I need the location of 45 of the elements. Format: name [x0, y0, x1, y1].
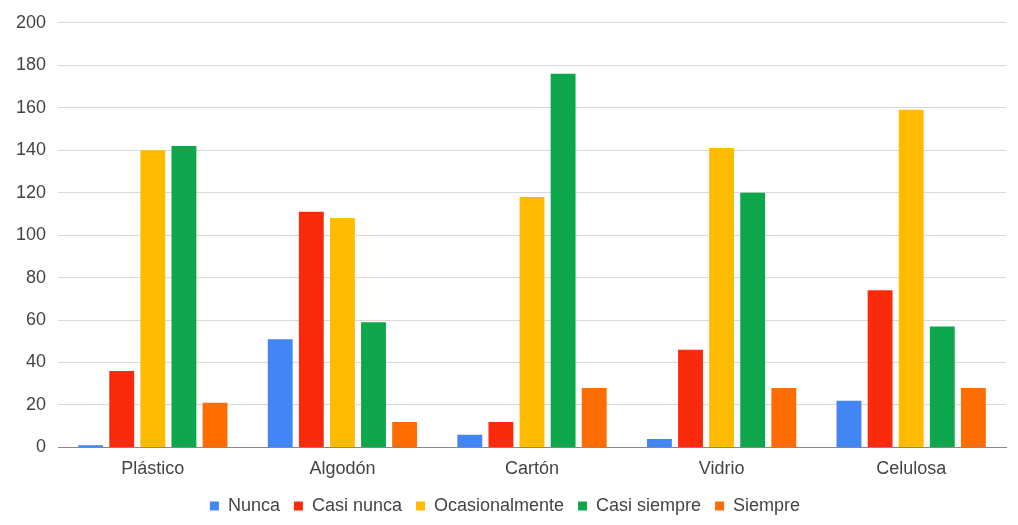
bar — [709, 148, 735, 447]
y-tick-label: 40 — [26, 351, 47, 372]
y-tick-label: 80 — [26, 266, 47, 287]
legend-label: Siempre — [733, 494, 801, 515]
bar — [678, 349, 703, 447]
bar — [298, 211, 324, 447]
y-tick-label: 0 — [36, 436, 47, 457]
bar — [392, 421, 418, 447]
y-tick-label: 100 — [15, 224, 47, 245]
legend-label: Casi siempre — [596, 494, 702, 515]
x-tick-label: Celulosa — [876, 458, 948, 479]
x-tick-label: Plástico — [121, 458, 185, 479]
bar — [329, 218, 355, 447]
bar — [488, 421, 514, 447]
bar — [771, 387, 797, 447]
legend-label: Nunca — [227, 494, 281, 515]
legend-label: Casi nunca — [311, 494, 403, 515]
x-tick-label: Cartón — [505, 458, 560, 479]
y-tick-label: 60 — [26, 308, 47, 329]
y-tick-label: 120 — [15, 181, 47, 202]
bar — [361, 322, 386, 447]
y-tick-label: 140 — [15, 139, 47, 160]
y-tick-label: 180 — [15, 54, 47, 75]
bar — [140, 150, 166, 447]
bar — [519, 196, 545, 447]
bar — [898, 109, 924, 447]
bar — [171, 145, 197, 447]
bar — [109, 370, 135, 447]
bar — [960, 387, 986, 447]
bar — [550, 73, 576, 447]
y-tick-label: 200 — [15, 11, 47, 32]
x-tick-label: Vidrio — [698, 458, 745, 479]
x-tick-label: Algodón — [309, 458, 376, 479]
bar — [581, 387, 607, 447]
y-tick-label: 160 — [15, 96, 47, 117]
bar — [929, 326, 955, 447]
bar — [836, 400, 862, 447]
bar — [867, 290, 893, 447]
bar — [646, 438, 672, 447]
bar — [457, 434, 483, 447]
legend-label: Ocasionalmente — [433, 494, 565, 515]
y-tick-label: 20 — [26, 393, 47, 414]
bar — [202, 402, 228, 447]
bar — [740, 192, 766, 447]
bar — [267, 339, 293, 447]
